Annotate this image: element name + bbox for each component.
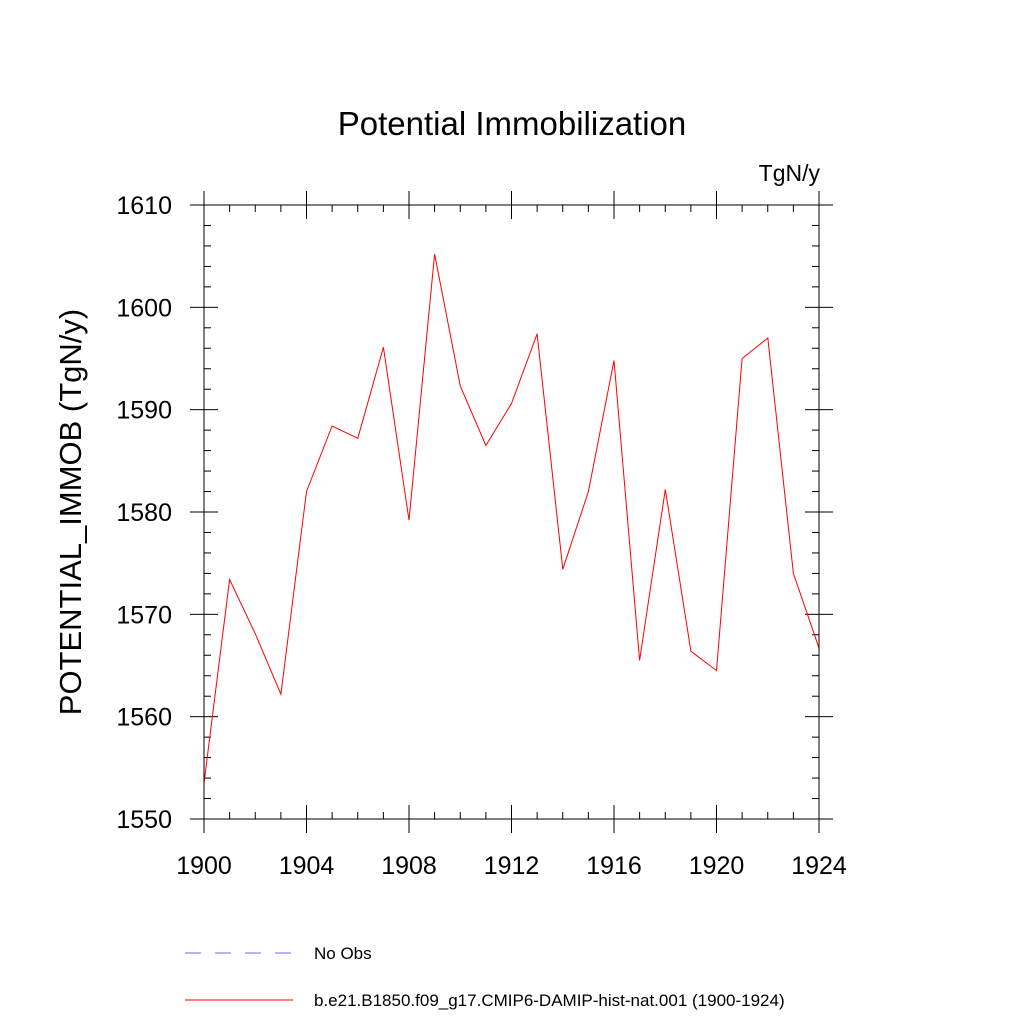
legend-label-model-run: b.e21.B1850.f09_g17.CMIP6-DAMIP-hist-nat… [314,991,785,1010]
x-tick-label: 1920 [689,852,745,880]
legend-label-no-obs: No Obs [314,944,372,963]
x-tick-label: 1904 [279,852,335,880]
x-tick-label: 1908 [381,852,437,880]
y-tick-label: 1600 [116,294,172,322]
x-tick-label: 1916 [586,852,642,880]
y-tick-label: 1560 [116,704,172,732]
x-tick-label: 1912 [484,852,540,880]
x-tick-label: 1900 [176,852,232,880]
chart-title: Potential Immobilization [338,105,687,142]
series-layer [203,254,820,784]
y-tick-label: 1580 [116,499,172,527]
y-tick-label: 1550 [116,806,172,834]
y-axis-label: POTENTIAL_IMMOB (TgN/y) [53,309,88,715]
y-tick-label: 1590 [116,397,172,425]
y-tick-label: 1570 [116,601,172,629]
plot-frame [203,204,820,820]
legend: No Obs b.e21.B1850.f09_g17.CMIP6-DAMIP-h… [185,944,785,1010]
y-tick-label: 1610 [116,192,172,220]
series-line [203,254,820,784]
units-label: TgN/y [759,160,821,186]
axis-ticks: 1900 1904 1908 1912 1916 1920 1924 1550 1560 1570… [116,191,847,880]
x-tick-label: 1924 [791,852,847,880]
